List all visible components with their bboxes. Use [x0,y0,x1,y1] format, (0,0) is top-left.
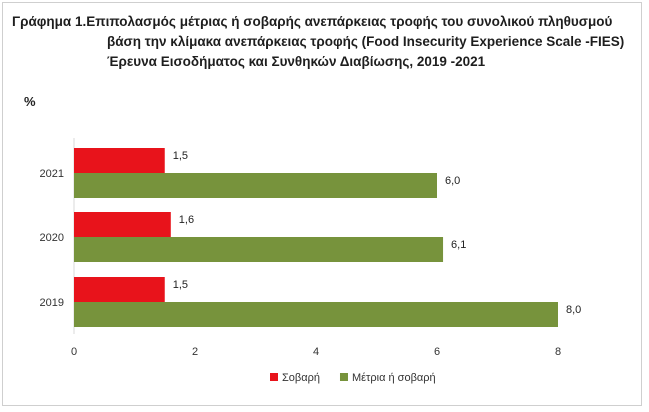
category-label-2019: 2019 [40,297,64,309]
x-tick-label-6: 6 [434,346,440,358]
bar-moderate-or-severe-2020 [74,237,444,262]
data-label-severe-2019: 1,5 [173,279,188,291]
x-tick-label-8: 8 [555,346,561,358]
x-tick-label-2: 2 [192,346,198,358]
data-label-moderate-or-severe-2019: 8,0 [566,304,581,316]
bar-moderate-or-severe-2021 [74,173,437,198]
data-label-moderate-or-severe-2021: 6,0 [445,175,460,187]
title-line-1: Γράφημα 1.Επιπολασμός μέτριας ή σοβαρής … [12,14,613,29]
x-tick-label-4: 4 [313,346,319,358]
data-label-severe-2021: 1,5 [173,150,188,162]
bar-severe-2021 [74,148,165,173]
chart-title: Γράφημα 1.Επιπολασμός μέτριας ή σοβαρής … [12,12,640,72]
bar-severe-2020 [74,212,171,237]
legend-swatch-moderate-or-severe [339,373,348,381]
legend-label-severe: Σοβαρή [282,372,320,384]
legend-label-moderate-or-severe: Μέτρια ή σοβαρή [352,372,436,384]
legend-swatch-severe [270,373,278,381]
bar-severe-2019 [74,277,165,302]
chart-frame [2,2,642,406]
bar-moderate-or-severe-2019 [74,302,558,327]
data-label-moderate-or-severe-2020: 6,1 [451,239,466,251]
x-tick-label-0: 0 [71,346,77,358]
category-label-2021: 2021 [40,168,64,180]
title-line-3: Έρευνα Εισοδήματος και Συνθηκών Διαβίωση… [107,54,486,69]
data-label-severe-2020: 1,6 [179,214,194,226]
y-axis-unit-label: % [24,94,36,109]
category-label-2020: 2020 [40,232,64,244]
title-line-2: βάση την κλίμακα ανεπάρκειας τροφής (Foo… [107,34,625,49]
